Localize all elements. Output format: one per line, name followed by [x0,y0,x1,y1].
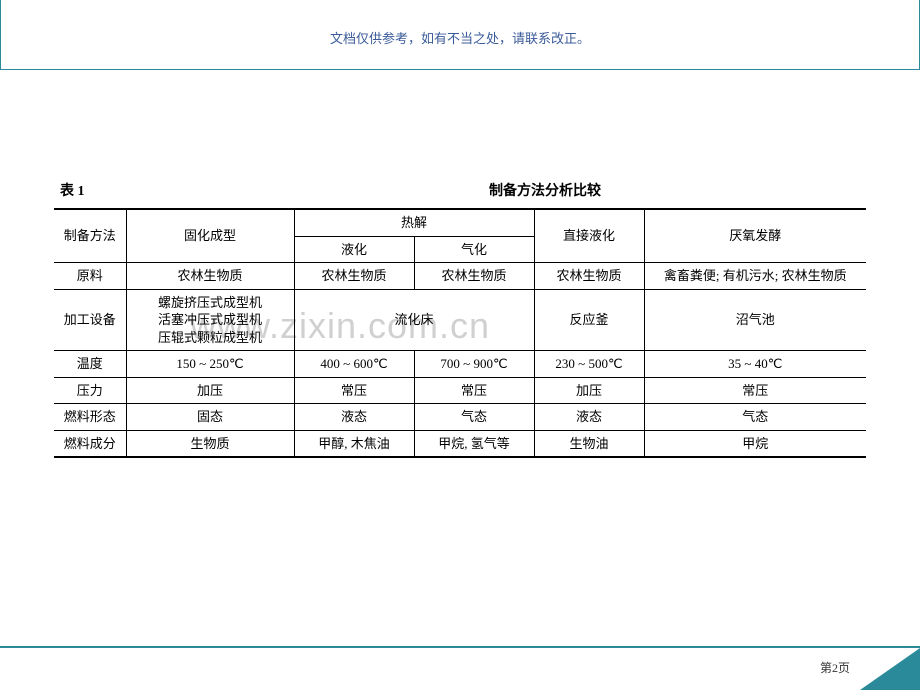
th-anaerobic: 厌氧发酵 [644,209,866,263]
page-number: 第2页 [820,659,850,676]
cell: 150 ~ 250℃ [126,351,294,378]
th-solidify: 固化成型 [126,209,294,263]
table-row: 压力 加压 常压 常压 加压 常压 [54,377,866,404]
cell: 农林生物质 [126,263,294,290]
cell: 气态 [414,404,534,431]
cell: 生物油 [534,430,644,457]
cell: 禽畜粪便; 有机污水; 农林生物质 [644,263,866,290]
banner-text: 文档仅供参考，如有不当之处，请联系改正。 [1,0,919,47]
cell: 农林生物质 [414,263,534,290]
cell: 700 ~ 900℃ [414,351,534,378]
row-label: 燃料形态 [54,404,126,431]
caption-label: 表 1 [54,180,224,200]
cell: 400 ~ 600℃ [294,351,414,378]
cell: 常压 [294,377,414,404]
cell: 加压 [126,377,294,404]
cell: 甲烷 [644,430,866,457]
table-row: 温度 150 ~ 250℃ 400 ~ 600℃ 700 ~ 900℃ 230 … [54,351,866,378]
row-label: 压力 [54,377,126,404]
cell: 农林生物质 [294,263,414,290]
row-label: 温度 [54,351,126,378]
cell: 沼气池 [644,289,866,351]
cell: 液态 [294,404,414,431]
table-header-row-1: 制备方法 固化成型 热解 直接液化 厌氧发酵 [54,209,866,236]
th-method: 制备方法 [54,209,126,263]
table-row: 原料 农林生物质 农林生物质 农林生物质 农林生物质 禽畜粪便; 有机污水; 农… [54,263,866,290]
table-row: 燃料形态 固态 液态 气态 液态 气态 [54,404,866,431]
cell: 230 ~ 500℃ [534,351,644,378]
row-label: 燃料成分 [54,430,126,457]
cell: 加压 [534,377,644,404]
header-banner: 文档仅供参考，如有不当之处，请联系改正。 [0,0,920,70]
cell: 农林生物质 [534,263,644,290]
cell: 常压 [644,377,866,404]
cell: 气态 [644,404,866,431]
main-content: 表 1 制备方法分析比较 制备方法 固化成型 热解 直接液化 厌氧发酵 液化 气… [54,180,866,458]
cell: 甲烷, 氢气等 [414,430,534,457]
cell: 35 ~ 40℃ [644,351,866,378]
cell: 液态 [534,404,644,431]
row-label: 加工设备 [54,289,126,351]
footer-divider [0,646,920,648]
th-liquefy: 直接液化 [534,209,644,263]
cell: 常压 [414,377,534,404]
th-gasification: 气化 [414,236,534,263]
table-row: 燃料成分 生物质 甲醇, 木焦油 甲烷, 氢气等 生物油 甲烷 [54,430,866,457]
cell: 固态 [126,404,294,431]
cell: 反应釜 [534,289,644,351]
th-pyrolysis-group: 热解 [294,209,534,236]
table-row: 加工设备 螺旋挤压式成型机 活塞冲压式成型机 压辊式颗粒成型机 流化床 反应釜 … [54,289,866,351]
footer-triangle-icon [860,648,920,690]
cell: 螺旋挤压式成型机 活塞冲压式成型机 压辊式颗粒成型机 [126,289,294,351]
cell: 生物质 [126,430,294,457]
caption-title: 制备方法分析比较 [224,180,866,200]
table-caption: 表 1 制备方法分析比较 [54,180,866,200]
th-liquefaction: 液化 [294,236,414,263]
row-label: 原料 [54,263,126,290]
cell: 流化床 [294,289,534,351]
comparison-table: 制备方法 固化成型 热解 直接液化 厌氧发酵 液化 气化 原料 农林生物质 农林… [54,208,866,458]
cell: 甲醇, 木焦油 [294,430,414,457]
